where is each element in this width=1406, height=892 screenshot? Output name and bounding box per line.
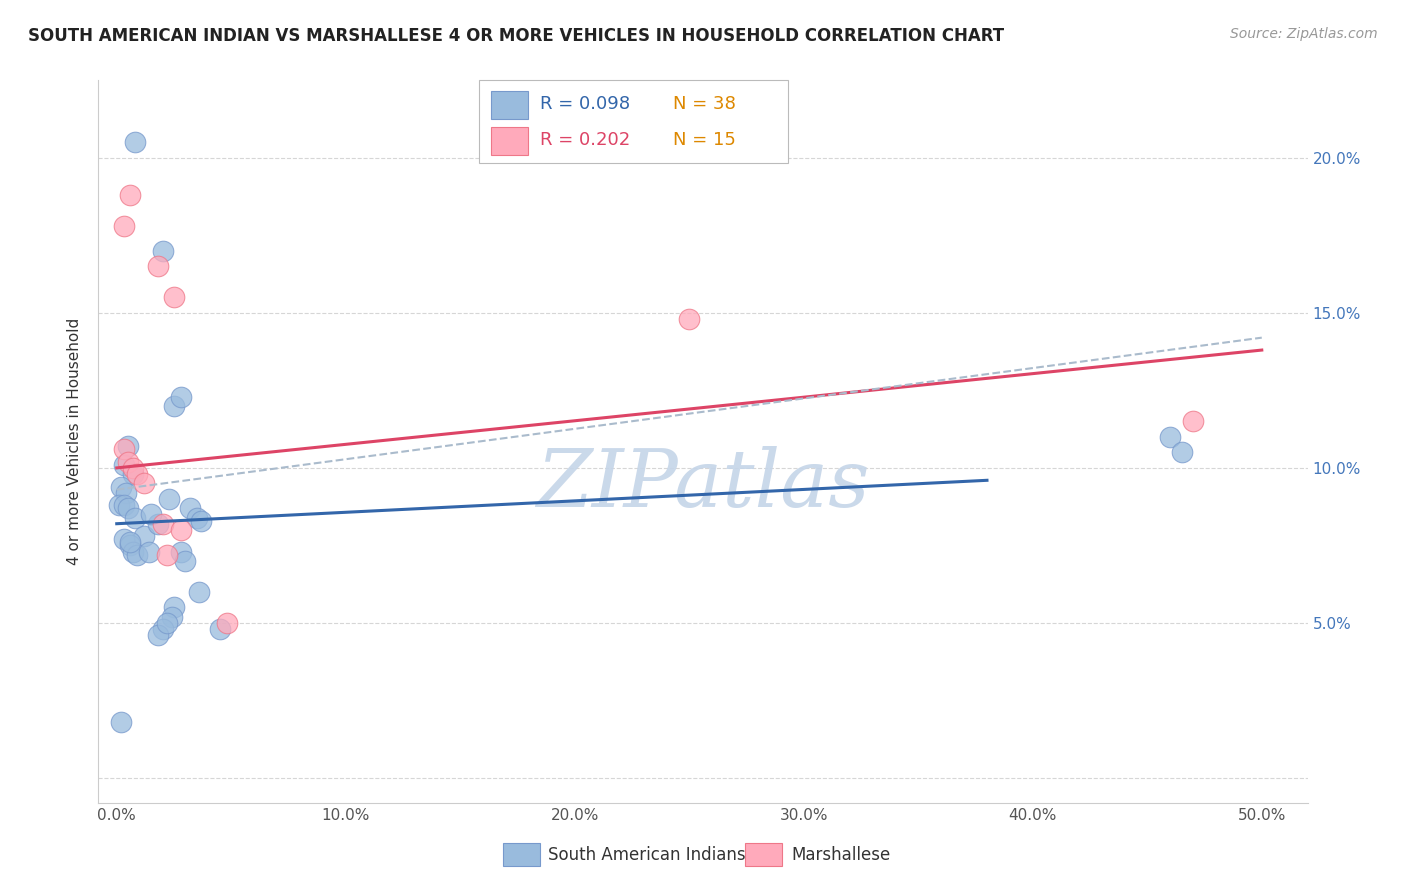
Point [108, 498, 131, 512]
Text: Source: ZipAtlas.com: Source: ZipAtlas.com [1230, 27, 1378, 41]
FancyBboxPatch shape [479, 80, 787, 163]
Point [678, 312, 700, 326]
Point [190, 514, 212, 528]
Point [174, 554, 197, 568]
Point [117, 439, 139, 453]
FancyBboxPatch shape [745, 843, 782, 866]
Point [117, 501, 139, 516]
Point [146, 260, 169, 274]
Text: N = 15: N = 15 [672, 131, 735, 149]
Point [112, 442, 135, 457]
Point [112, 458, 135, 472]
Point [179, 501, 201, 516]
FancyBboxPatch shape [492, 91, 527, 119]
Point [121, 544, 143, 558]
Point [215, 615, 238, 630]
Text: R = 0.202: R = 0.202 [540, 131, 630, 149]
Point [160, 609, 183, 624]
Point [163, 290, 186, 304]
Point [115, 485, 138, 500]
Y-axis label: 4 or more Vehicles in Household: 4 or more Vehicles in Household [67, 318, 83, 566]
Text: Marshallese: Marshallese [792, 846, 890, 863]
Point [121, 467, 143, 482]
Point [186, 510, 208, 524]
Point [157, 491, 180, 506]
Point [1170, 445, 1192, 459]
Point [120, 188, 142, 202]
Text: South American Indians: South American Indians [548, 846, 745, 863]
Point [1159, 430, 1181, 444]
Point [134, 529, 156, 543]
FancyBboxPatch shape [503, 843, 540, 866]
Point [163, 399, 186, 413]
Point [138, 544, 160, 558]
Point [156, 615, 179, 630]
Text: SOUTH AMERICAN INDIAN VS MARSHALLESE 4 OR MORE VEHICLES IN HOUSEHOLD CORRELATION: SOUTH AMERICAN INDIAN VS MARSHALLESE 4 O… [28, 27, 1004, 45]
Point [112, 533, 135, 547]
Point [152, 516, 174, 531]
Point [152, 244, 174, 258]
Point [208, 622, 231, 636]
Point [146, 628, 169, 642]
Point [110, 715, 132, 730]
Point [170, 544, 193, 558]
Text: ZIPatlas: ZIPatlas [536, 446, 870, 524]
Point [170, 523, 193, 537]
Point [1182, 414, 1205, 428]
Point [120, 538, 142, 552]
Point [110, 479, 132, 493]
Point [117, 455, 139, 469]
Point [127, 467, 149, 482]
Point [163, 600, 186, 615]
Point [112, 498, 135, 512]
Point [120, 535, 142, 549]
Text: R = 0.098: R = 0.098 [540, 95, 630, 113]
Point [127, 548, 149, 562]
Point [170, 390, 193, 404]
Point [112, 219, 135, 233]
Point [124, 136, 146, 150]
FancyBboxPatch shape [492, 128, 527, 154]
Point [152, 622, 174, 636]
Point [124, 510, 146, 524]
Point [146, 516, 169, 531]
Text: N = 38: N = 38 [672, 95, 735, 113]
Point [134, 476, 156, 491]
Point [156, 548, 179, 562]
Point [139, 508, 162, 522]
Point [121, 461, 143, 475]
Point [188, 585, 211, 599]
